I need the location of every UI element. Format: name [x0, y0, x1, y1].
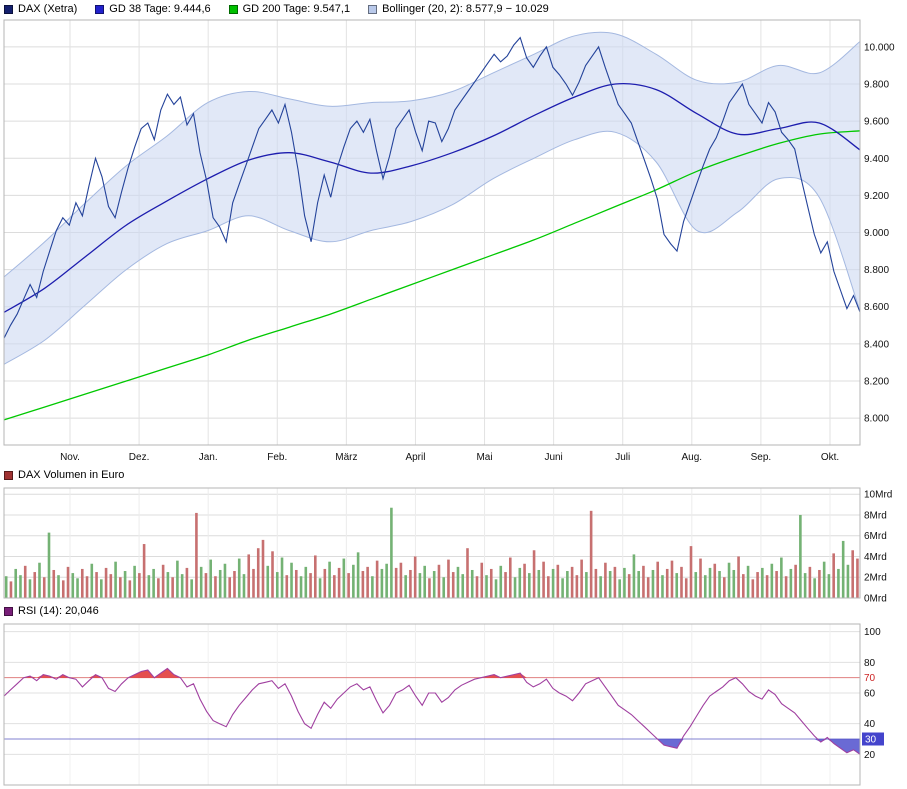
rsi-series-swatch — [4, 606, 13, 616]
svg-text:9.600: 9.600 — [864, 117, 889, 128]
svg-text:Sep.: Sep. — [751, 452, 772, 463]
svg-text:9.000: 9.000 — [864, 228, 889, 239]
svg-text:40: 40 — [864, 719, 876, 730]
svg-text:8.200: 8.200 — [864, 376, 889, 387]
price-legend: DAX (Xetra) GD 38 Tage: 9.444,6 GD 200 T… — [0, 0, 907, 18]
svg-text:8Mrd: 8Mrd — [864, 510, 887, 521]
svg-text:10Mrd: 10Mrd — [864, 490, 892, 501]
dax-series-swatch — [4, 4, 13, 14]
svg-text:70: 70 — [864, 673, 876, 684]
svg-text:Juni: Juni — [544, 452, 562, 463]
legend-item-rsi: RSI (14): 20,046 — [4, 605, 99, 617]
svg-text:4Mrd: 4Mrd — [864, 552, 887, 563]
svg-text:8.400: 8.400 — [864, 339, 889, 350]
svg-text:100: 100 — [864, 627, 881, 638]
svg-text:0Mrd: 0Mrd — [864, 594, 887, 603]
svg-text:20: 20 — [864, 750, 876, 761]
svg-text:9.200: 9.200 — [864, 191, 889, 202]
svg-text:8.800: 8.800 — [864, 265, 889, 276]
svg-text:März: März — [335, 452, 357, 463]
volume-chart: 0Mrd 2Mrd 4Mrd 6Mrd 8Mrd 10Mrd — [3, 487, 892, 603]
svg-text:Feb.: Feb. — [267, 452, 287, 463]
legend-item-volume: DAX Volumen in Euro — [4, 469, 124, 481]
price-chart: 8.000 8.200 8.400 8.600 8.800 9.000 9.200 9.400… — [3, 19, 895, 463]
gd200-series-swatch — [228, 4, 238, 14]
svg-text:80: 80 — [864, 658, 876, 669]
bollinger-series-swatch — [368, 4, 378, 14]
svg-text:6Mrd: 6Mrd — [864, 531, 887, 542]
rsi-legend: RSI (14): 20,046 — [0, 602, 907, 620]
legend-item-gd38: GD 38 Tage: 9.444,6 — [95, 3, 211, 15]
svg-text:60: 60 — [864, 689, 876, 700]
svg-text:8.000: 8.000 — [864, 414, 889, 425]
gd38-series-label: GD 38 Tage: 9.444,6 — [109, 3, 211, 15]
dax-series-label: DAX (Xetra) — [18, 3, 78, 15]
svg-text:Dez.: Dez. — [129, 452, 150, 463]
svg-text:April: April — [405, 452, 425, 463]
svg-text:Jan.: Jan. — [199, 452, 218, 463]
gd200-series-label: GD 200 Tage: 9.547,1 — [242, 3, 351, 15]
svg-text:2Mrd: 2Mrd — [864, 573, 887, 584]
svg-text:10.000: 10.000 — [864, 42, 895, 53]
svg-text:8.600: 8.600 — [864, 302, 889, 313]
svg-text:Mai: Mai — [476, 452, 492, 463]
bollinger-series-label: Bollinger (20, 2): 8.577,9 − 10.029 — [382, 3, 549, 15]
svg-text:Okt.: Okt. — [821, 452, 839, 463]
legend-item-gd200: GD 200 Tage: 9.547,1 — [228, 3, 351, 15]
svg-text:9.400: 9.400 — [864, 154, 889, 165]
svg-text:30: 30 — [865, 735, 877, 746]
svg-text:9.800: 9.800 — [864, 80, 889, 91]
svg-text:Aug.: Aug. — [682, 452, 703, 463]
volume-series-swatch — [4, 470, 13, 480]
gd38-series-swatch — [95, 4, 105, 14]
volume-series-label: DAX Volumen in Euro — [18, 469, 125, 481]
rsi-series-label: RSI (14): 20,046 — [18, 605, 99, 617]
rsi-chart: 100 80 70 60 40 30 20 — [3, 623, 884, 786]
legend-item-bollinger: Bollinger (20, 2): 8.577,9 − 10.029 — [368, 3, 549, 15]
svg-text:Juli: Juli — [615, 452, 630, 463]
svg-text:Nov.: Nov. — [60, 452, 80, 463]
volume-legend: DAX Volumen in Euro — [0, 466, 907, 484]
legend-item-dax: DAX (Xetra) — [4, 3, 77, 15]
